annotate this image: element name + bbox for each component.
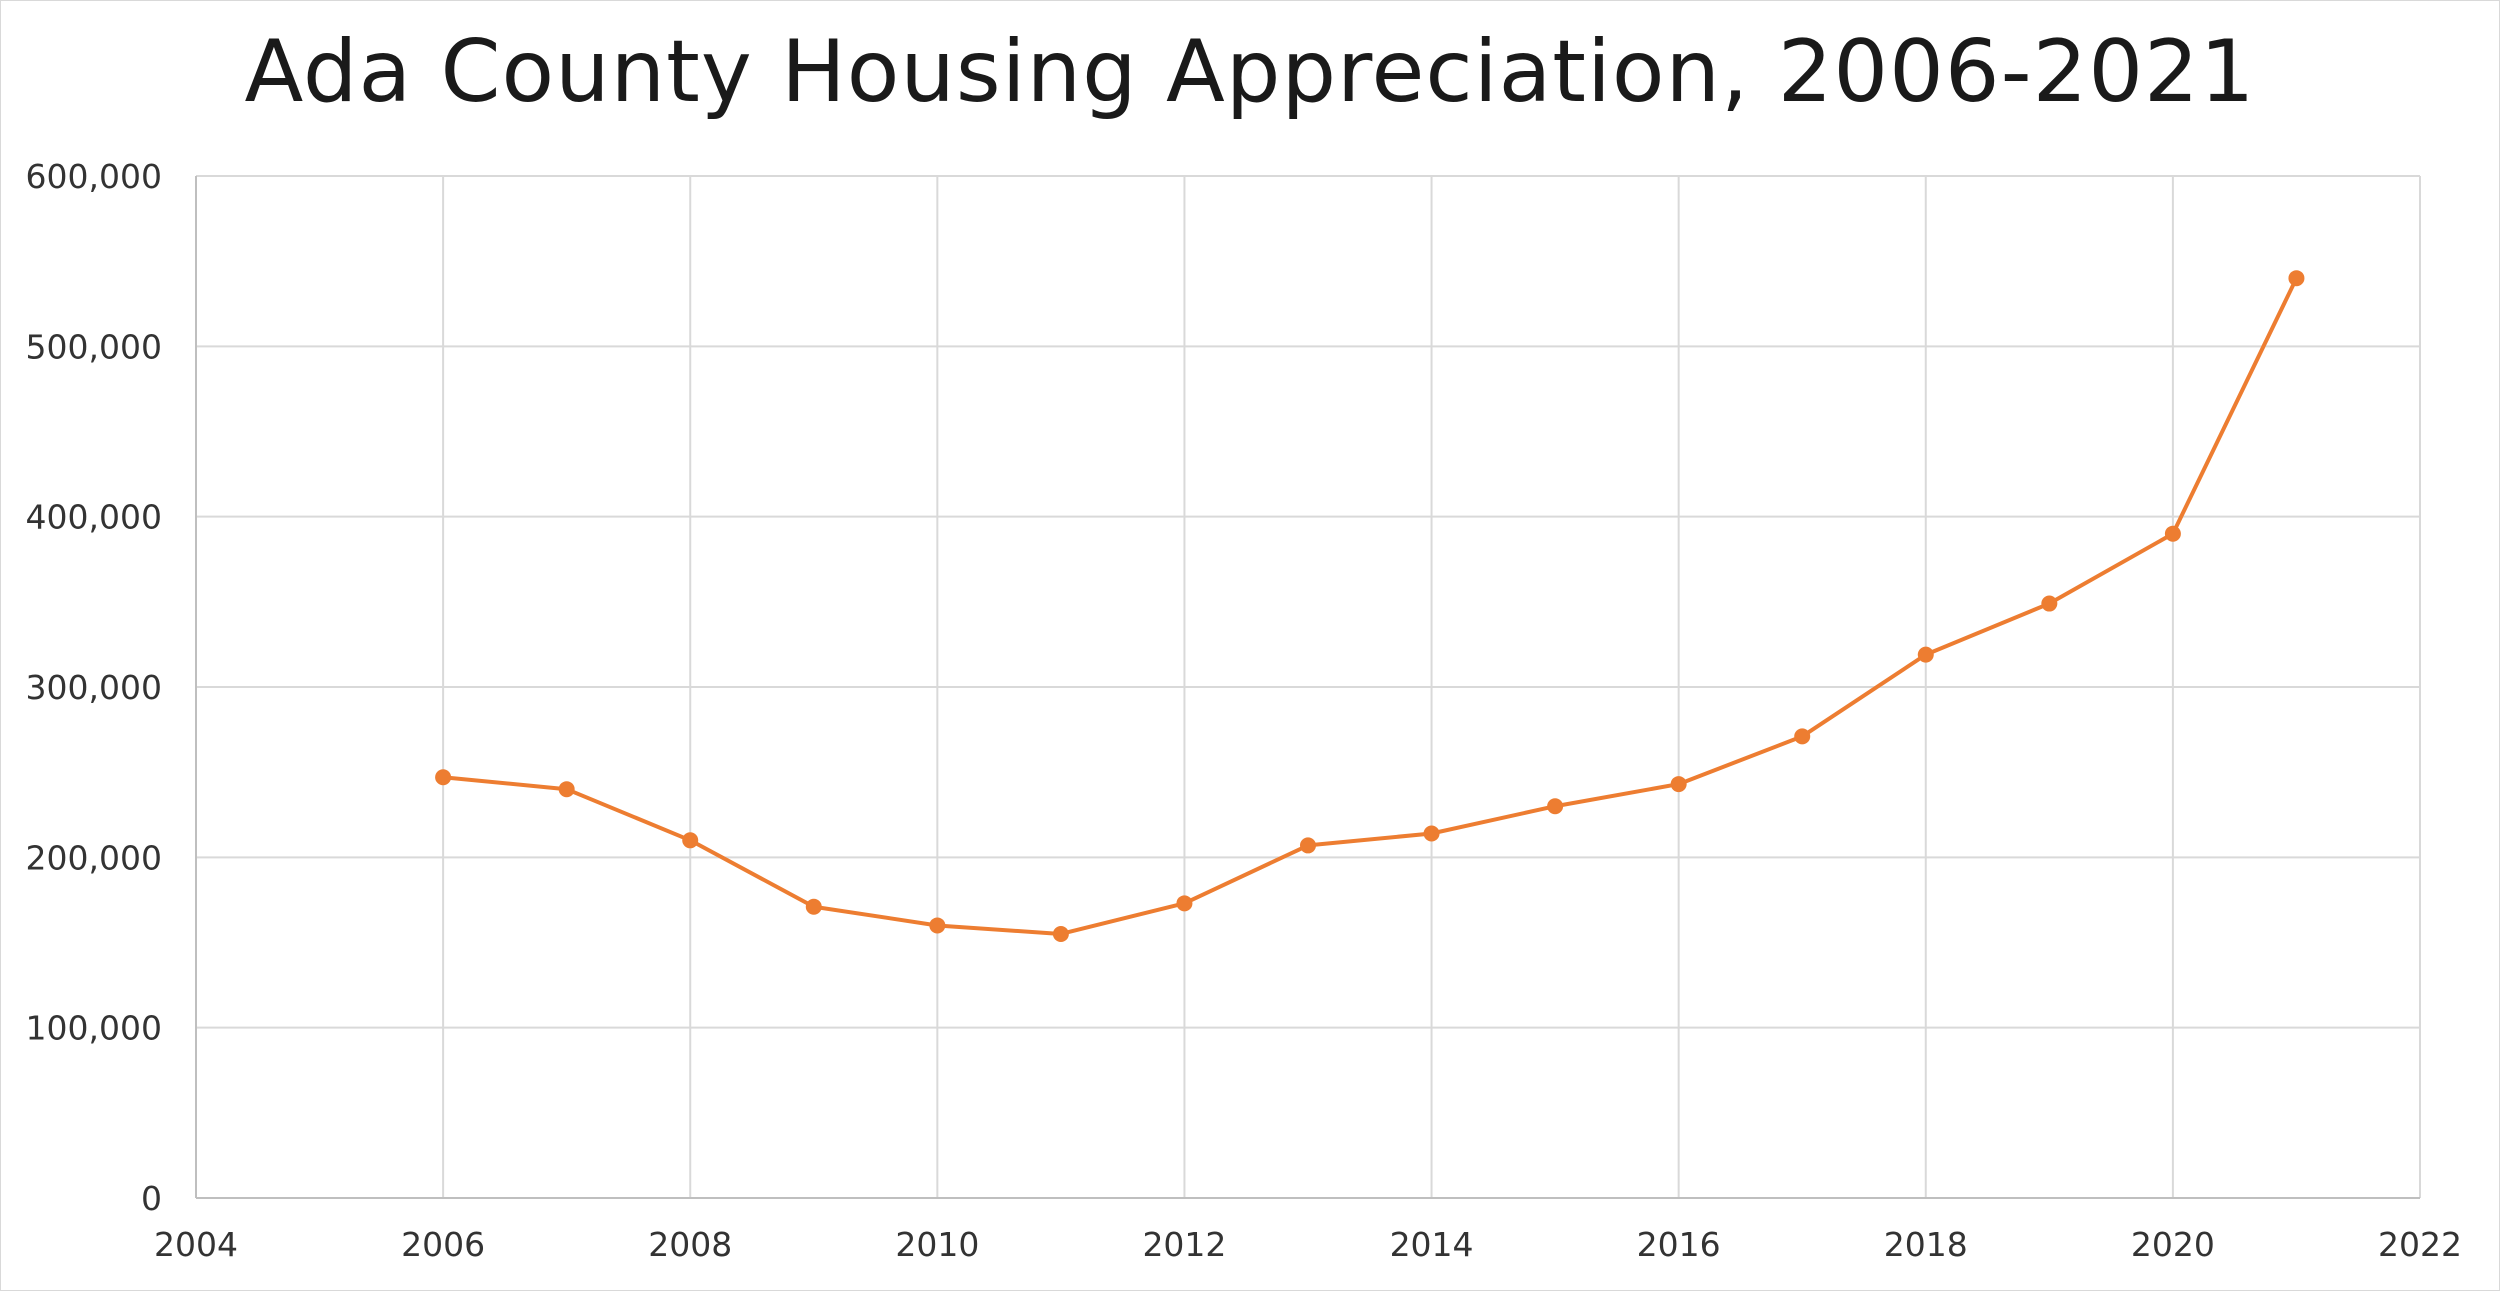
y-tick-label: 600,000 [26,157,162,196]
x-tick-label: 2014 [1390,1225,1474,1264]
data-point [1423,825,1440,842]
data-point [1794,728,1811,745]
y-axis-tick-labels: 0 100,000 200,000 300,000 400,000 500,000 600,… [26,157,162,1218]
data-point [682,832,699,849]
x-tick-label: 2022 [2378,1225,2462,1264]
x-tick-label: 2006 [401,1225,485,1264]
y-tick-label: 300,000 [26,668,162,707]
x-tick-label: 2016 [1637,1225,1721,1264]
y-tick-label: 200,000 [26,838,162,877]
y-tick-label: 100,000 [26,1009,162,1048]
x-axis-tick-labels: 2004 2006 2008 2010 2012 2014 2016 2018 2020 2022 [154,1225,2462,1264]
data-point [2041,595,2058,612]
y-tick-label: 0 [141,1179,162,1218]
horizontal-gridlines [196,175,2420,1029]
x-tick-label: 2010 [895,1225,979,1264]
x-tick-label: 2018 [1884,1225,1968,1264]
x-tick-label: 2008 [648,1225,732,1264]
data-point [1917,646,1934,663]
data-point [435,769,452,786]
data-point [558,781,575,798]
data-point [2164,525,2181,542]
data-point [2288,270,2305,287]
data-point [1547,798,1564,815]
data-point [1176,895,1193,912]
series-line [441,276,2299,936]
axes [195,176,2420,1199]
data-point [929,917,946,934]
y-tick-label: 400,000 [26,498,162,537]
x-tick-label: 2004 [154,1225,238,1264]
data-point [1670,776,1687,793]
data-point [805,898,822,915]
chart-title: Ada County Housing Appreciation, 2006-20… [244,22,2256,122]
x-tick-label: 2020 [2131,1225,2215,1264]
data-point [1052,925,1069,942]
y-tick-label: 500,000 [26,327,162,366]
data-point [1300,837,1316,854]
series-layer [435,270,2305,942]
x-tick-label: 2012 [1142,1225,1226,1264]
